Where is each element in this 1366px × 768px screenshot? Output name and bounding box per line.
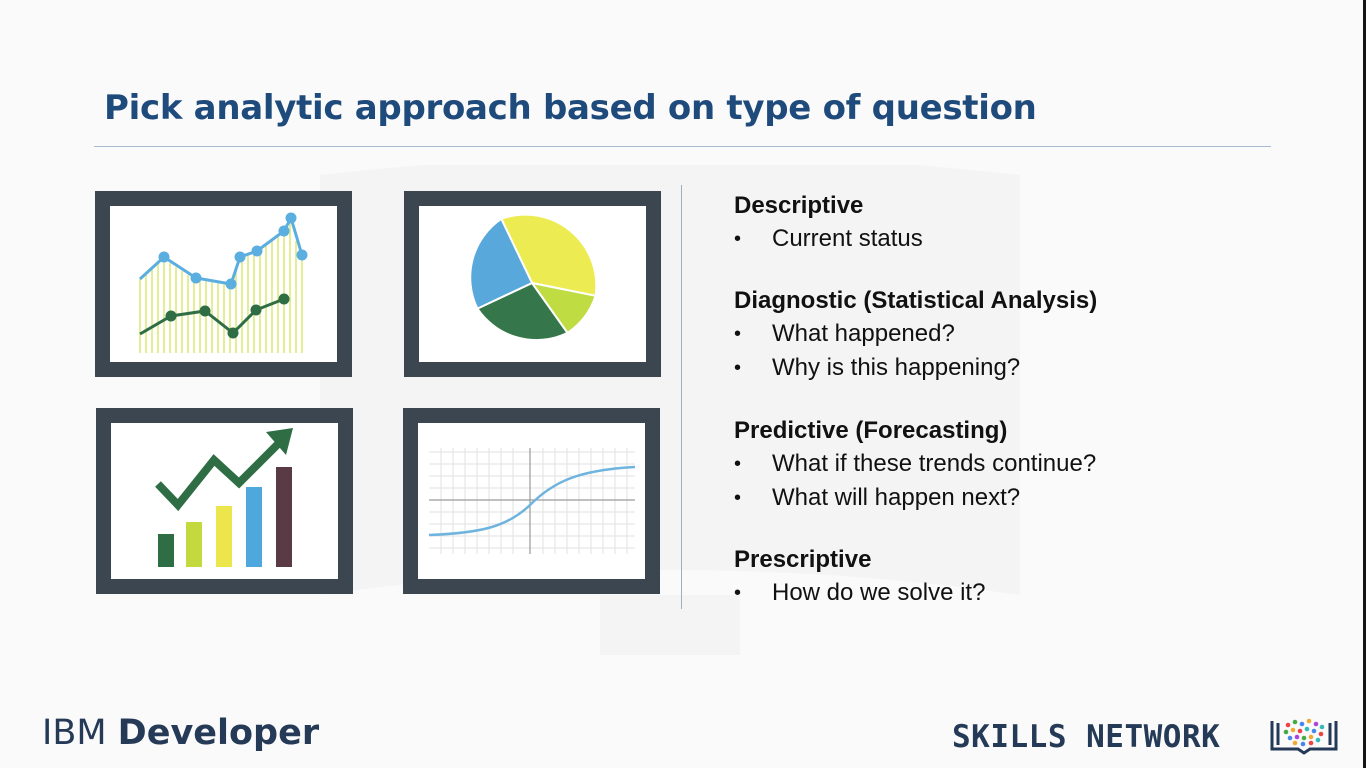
ibm-developer-logo: IBM Developer: [42, 713, 319, 753]
section-prescriptive: Prescriptive • How do we solve it?: [734, 544, 1294, 610]
skills-network-book-icon: [1270, 718, 1338, 755]
bullet-text: Current status: [772, 225, 923, 252]
pie-chart-frame: [404, 191, 661, 377]
window-edge: [1363, 0, 1366, 768]
bullet-item: • What will happen next?: [734, 481, 1294, 515]
bullet-icon: •: [734, 357, 742, 379]
section-predictive: Predictive (Forecasting) • What if these …: [734, 415, 1294, 515]
brand-bold-text: Developer: [117, 713, 320, 753]
bullet-text: What if these trends continue?: [772, 450, 1097, 477]
bar-growth-chart-icon: [155, 428, 293, 567]
bullet-icon: •: [734, 453, 742, 475]
section-descriptive: Descriptive • Current status: [734, 190, 1294, 256]
line-chart-icon: [138, 212, 308, 353]
bullet-text: What happened?: [772, 320, 955, 347]
section-heading: Prescriptive: [734, 546, 872, 573]
s-curve-graph-frame: [403, 408, 660, 594]
bullet-text: Why is this happening?: [772, 354, 1021, 381]
s-curve-graph-icon: [428, 448, 636, 554]
bullet-item: • Current status: [734, 222, 1294, 256]
brand-light-text: IBM: [42, 713, 118, 753]
bullet-item: • How do we solve it?: [734, 576, 1294, 610]
page-title: Pick analytic approach based on type of …: [104, 88, 1037, 128]
vertical-divider: [681, 185, 682, 609]
bullet-icon: •: [734, 323, 742, 345]
section-heading: Diagnostic (Statistical Analysis): [734, 287, 1098, 314]
section-diagnostic: Diagnostic (Statistical Analysis) • What …: [734, 285, 1294, 385]
bullet-item: • Why is this happening?: [734, 351, 1294, 385]
skills-network-logo-text: SKILLS NETWORK: [952, 719, 1221, 755]
section-heading: Predictive (Forecasting): [734, 417, 1008, 444]
bar-growth-chart-frame: [96, 408, 353, 594]
analytics-types-list: Descriptive • Current status Diagnostic (…: [734, 190, 1294, 639]
bullet-text: How do we solve it?: [772, 579, 986, 606]
bullet-icon: •: [734, 228, 742, 250]
section-heading: Descriptive: [734, 192, 864, 219]
bullet-text: What will happen next?: [772, 484, 1021, 511]
title-divider: [94, 146, 1271, 147]
bullet-item: • What happened?: [734, 317, 1294, 351]
bullet-icon: •: [734, 487, 742, 509]
bullet-icon: •: [734, 582, 742, 604]
bullet-item: • What if these trends continue?: [734, 447, 1294, 481]
line-chart-frame: [95, 191, 352, 377]
pie-chart-icon: [469, 213, 598, 342]
